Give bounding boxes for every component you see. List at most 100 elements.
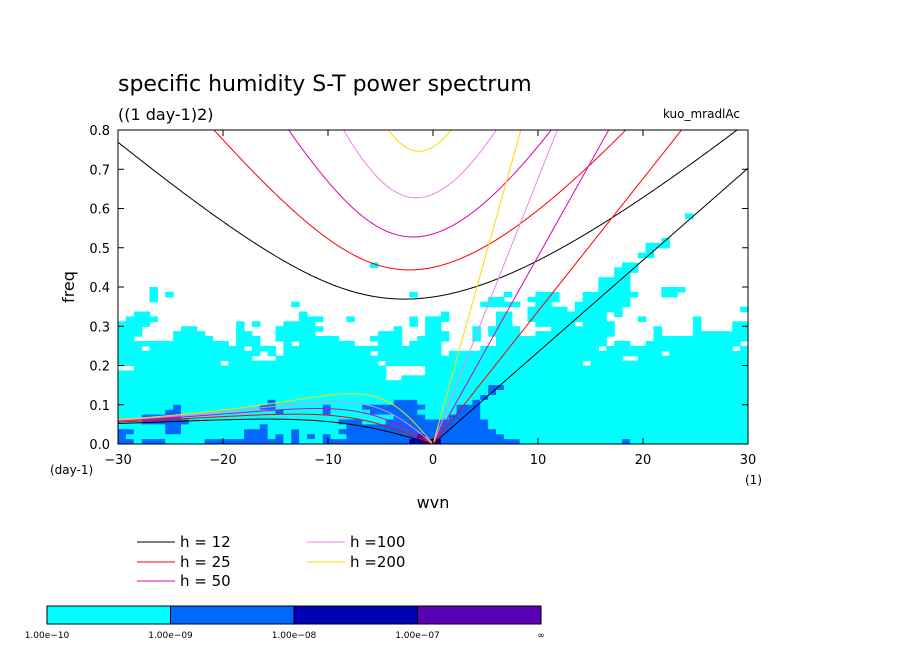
spectrum-cell	[464, 439, 473, 444]
spectrum-cell	[259, 434, 269, 440]
spectrum-cell	[338, 375, 347, 381]
spectrum-cell	[590, 414, 599, 421]
spectrum-cell	[535, 385, 544, 391]
spectrum-cell	[275, 394, 284, 401]
spectrum-cell	[133, 331, 143, 337]
spectrum-cell	[440, 439, 450, 444]
spectrum-cell	[173, 424, 182, 430]
spectrum-cell	[606, 331, 615, 337]
spectrum-cell	[220, 414, 229, 421]
spectrum-cell	[259, 385, 269, 391]
spectrum-cell	[645, 370, 655, 376]
spectrum-cell	[496, 394, 505, 401]
spectrum-cell	[283, 404, 292, 411]
spectrum-cell	[275, 331, 284, 337]
spectrum-cell	[149, 429, 158, 435]
spectrum-cell	[141, 390, 151, 396]
spectrum-cell	[692, 345, 702, 352]
spectrum-cell	[401, 345, 410, 352]
spectrum-cell	[488, 326, 497, 332]
spectrum-cell	[181, 414, 190, 421]
spectrum-cell	[535, 429, 544, 435]
spectrum-cell	[125, 394, 135, 401]
spectrum-cell	[708, 424, 718, 430]
spectrum-cell	[188, 404, 198, 411]
spectrum-cell	[157, 429, 166, 435]
spectrum-cell	[543, 365, 552, 372]
spectrum-cell	[173, 355, 182, 362]
spectrum-cell	[480, 350, 489, 357]
spectrum-cell	[157, 365, 166, 372]
spectrum-cell	[299, 355, 308, 362]
spectrum-cell	[559, 316, 568, 322]
spectrum-cell	[724, 390, 733, 396]
spectrum-cell	[496, 301, 505, 308]
spectrum-cell	[606, 306, 615, 313]
spectrum-cell	[724, 350, 733, 357]
spectrum-cell	[582, 296, 592, 303]
spectrum-cell	[685, 370, 694, 376]
spectrum-cell	[196, 331, 206, 337]
spectrum-cell	[503, 409, 513, 416]
spectrum-cell	[582, 399, 592, 406]
spectrum-cell	[692, 390, 702, 396]
spectrum-cell	[480, 385, 489, 391]
spectrum-cell	[535, 340, 544, 347]
spectrum-cell	[574, 340, 584, 347]
spectrum-cell	[212, 370, 221, 376]
spectrum-cell	[212, 385, 221, 391]
spectrum-cell	[653, 331, 662, 337]
spectrum-cell	[614, 414, 623, 421]
spectrum-cell	[165, 355, 174, 362]
spectrum-cell	[685, 213, 694, 219]
spectrum-cell	[480, 399, 489, 406]
spectrum-cell	[251, 390, 261, 396]
spectrum-cell	[535, 350, 544, 357]
spectrum-cell	[519, 394, 529, 401]
spectrum-cell	[582, 340, 592, 347]
spectrum-cell	[629, 390, 639, 396]
spectrum-cell	[606, 409, 615, 416]
spectrum-cell	[330, 380, 340, 386]
spectrum-cell	[377, 390, 387, 396]
spectrum-cell	[606, 291, 615, 298]
spectrum-cell	[519, 404, 529, 411]
colorbar-label: 1.00e−07	[395, 631, 440, 641]
spectrum-cell	[511, 301, 521, 308]
spectrum-cell	[267, 404, 277, 411]
spectrum-cell	[259, 380, 269, 386]
spectrum-cell	[645, 434, 655, 440]
spectrum-cell	[511, 424, 521, 430]
spectrum-cell	[685, 355, 694, 362]
dispersion-curve	[118, 401, 433, 444]
spectrum-cell	[669, 345, 678, 352]
spectrum-cell	[307, 429, 316, 435]
spectrum-cell	[590, 394, 599, 401]
spectrum-cell	[496, 434, 505, 440]
spectrum-cell	[212, 355, 221, 362]
spectrum-cell	[354, 429, 363, 435]
spectrum-cell	[559, 394, 568, 401]
spectrum-cell	[433, 439, 442, 444]
spectrum-cell	[692, 375, 702, 381]
spectrum-cell	[622, 291, 631, 298]
spectrum-cell	[708, 365, 718, 372]
spectrum-cell	[299, 380, 308, 386]
spectrum-cell	[330, 414, 340, 421]
spectrum-cell	[598, 355, 607, 362]
spectrum-cell	[354, 380, 363, 386]
spectrum-cell	[590, 306, 599, 313]
spectrum-cell	[685, 409, 694, 416]
spectrum-cell	[629, 409, 639, 416]
spectrum-cell	[362, 345, 371, 352]
spectrum-cell	[496, 375, 505, 381]
spectrum-cell	[700, 399, 710, 406]
spectrum-cell	[377, 434, 387, 440]
spectrum-cell	[740, 380, 748, 386]
spectrum-cell	[330, 350, 340, 357]
spectrum-cell	[299, 434, 308, 440]
spectrum-cell	[677, 429, 686, 435]
spectrum-cell	[716, 370, 725, 376]
spectrum-cell	[338, 394, 347, 401]
spectrum-cell	[472, 439, 481, 444]
